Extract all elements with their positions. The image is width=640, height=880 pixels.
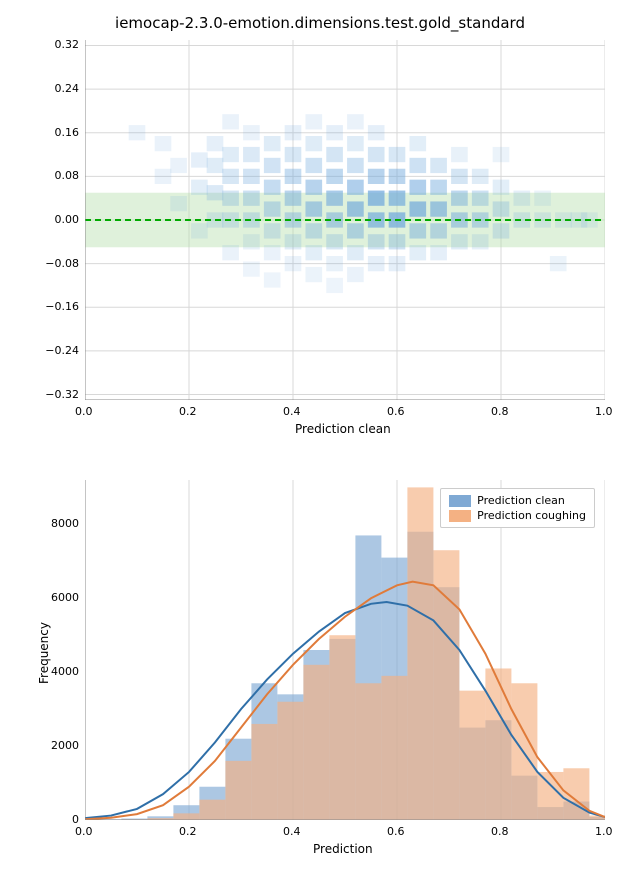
bottom-xtick-label: 0.4: [283, 825, 301, 838]
top-ytick-label: −0.32: [45, 388, 79, 401]
bottom-xtick-label: 1.0: [595, 825, 613, 838]
legend-label-coughing: Prediction coughing: [477, 509, 586, 522]
top-xtick-label: 0.4: [283, 405, 301, 418]
top-xtick-label: 0.0: [75, 405, 93, 418]
top-ytick-label: −0.24: [45, 344, 79, 357]
top-xtick-label: 1.0: [595, 405, 613, 418]
bottom-xtick-label: 0.0: [75, 825, 93, 838]
bottom-y-axis-label: Frequency: [37, 622, 51, 684]
bottom-x-axis-label: Prediction: [313, 842, 373, 856]
legend-label-clean: Prediction clean: [477, 494, 565, 507]
bottom-ytick-label: 6000: [51, 591, 79, 604]
top-ytick-label: −0.16: [45, 300, 79, 313]
legend-item-clean: Prediction clean: [449, 493, 586, 508]
figure-title: iemocap-2.3.0-emotion.dimensions.test.go…: [0, 14, 640, 32]
top-ytick-label: −0.08: [45, 257, 79, 270]
bottom-xtick-label: 0.8: [491, 825, 509, 838]
top-ytick-label: 0.16: [55, 126, 80, 139]
top-plot-area: [85, 40, 605, 400]
bottom-xtick-label: 0.6: [387, 825, 405, 838]
legend-swatch-clean: [449, 495, 471, 507]
top-ytick-label: 0.08: [55, 169, 80, 182]
legend: Prediction clean Prediction coughing: [440, 488, 595, 528]
bottom-ytick-label: 4000: [51, 665, 79, 678]
legend-item-coughing: Prediction coughing: [449, 508, 586, 523]
bottom-ytick-label: 2000: [51, 739, 79, 752]
bottom-ytick-label: 0: [72, 813, 79, 826]
legend-swatch-coughing: [449, 510, 471, 522]
bottom-ytick-label: 8000: [51, 517, 79, 530]
top-x-axis-label: Prediction clean: [295, 422, 391, 436]
top-xtick-label: 0.2: [179, 405, 197, 418]
figure: iemocap-2.3.0-emotion.dimensions.test.go…: [0, 0, 640, 880]
top-ytick-label: 0.32: [55, 38, 80, 51]
top-ytick-label: 0.00: [55, 213, 80, 226]
top-xtick-label: 0.8: [491, 405, 509, 418]
top-xtick-label: 0.6: [387, 405, 405, 418]
bottom-xtick-label: 0.2: [179, 825, 197, 838]
top-ytick-label: 0.24: [55, 82, 80, 95]
bottom-plot-area: [85, 480, 605, 820]
